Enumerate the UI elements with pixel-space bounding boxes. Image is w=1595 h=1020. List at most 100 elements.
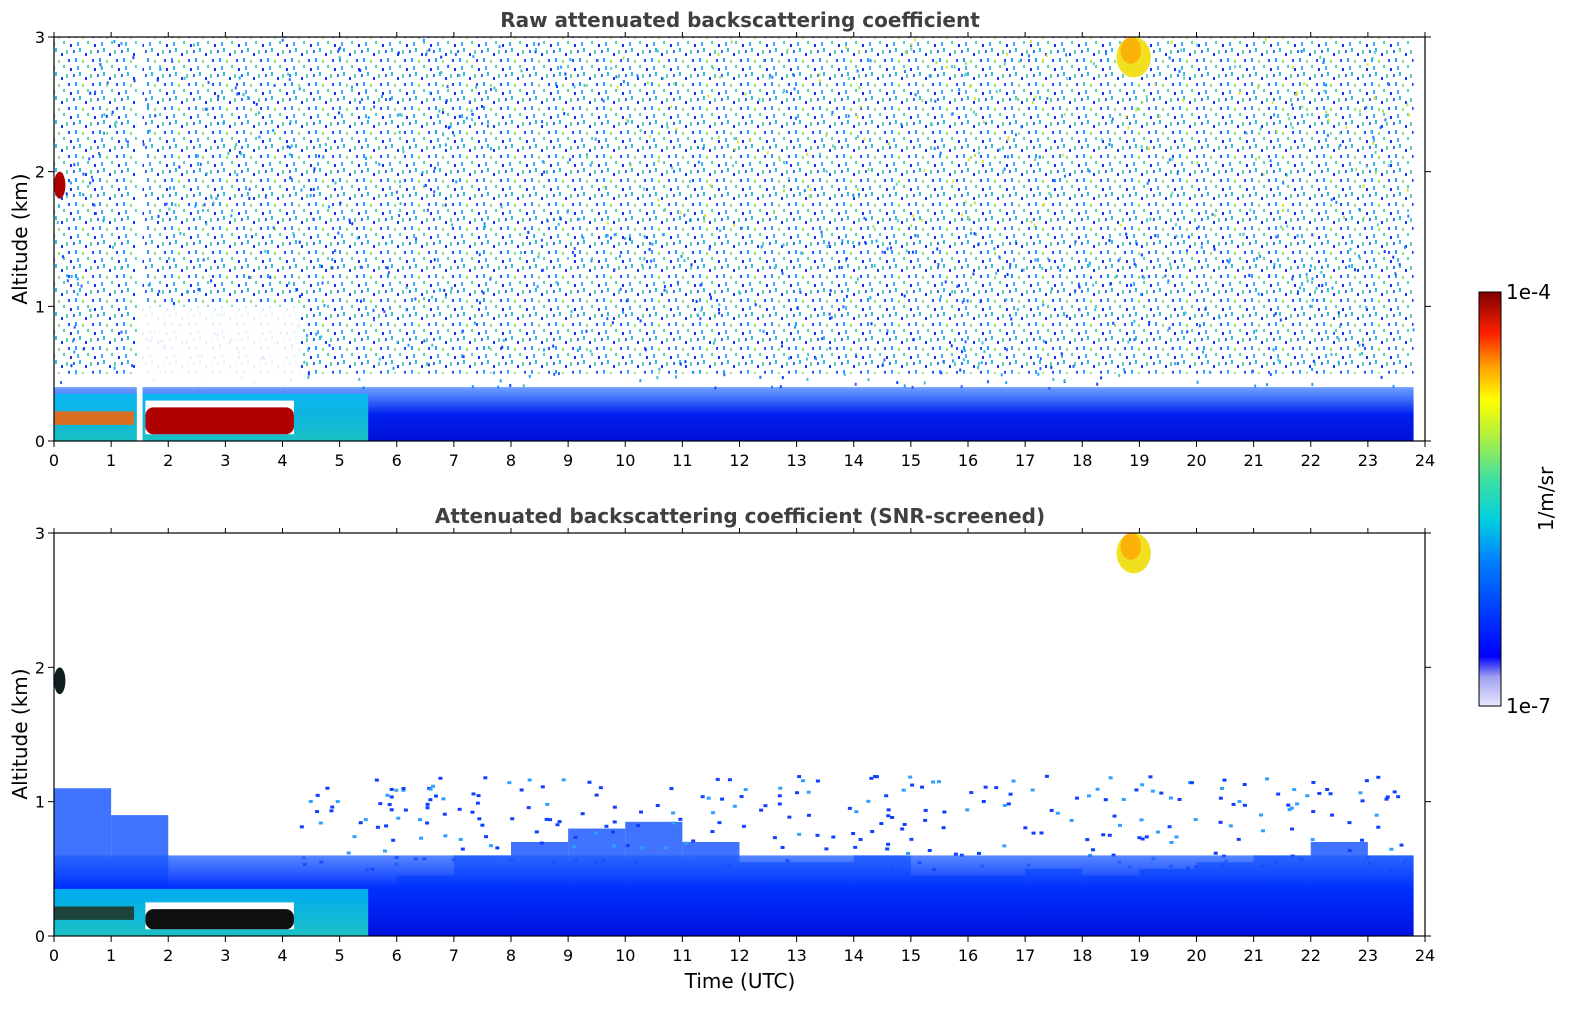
noise-speck — [869, 296, 872, 300]
x-tick-label: 24 — [1415, 451, 1435, 470]
y-tick-label: 0 — [35, 432, 45, 451]
noise-speck — [1326, 133, 1329, 137]
noise-speck — [1339, 143, 1342, 147]
noise-speck — [1337, 360, 1340, 364]
noise-speck — [238, 76, 241, 80]
noise-speck — [576, 348, 579, 352]
screened-speck — [1305, 794, 1310, 798]
colorbar-max-label: 1e-4 — [1506, 280, 1551, 304]
fog-layer — [145, 407, 294, 435]
noise-speck — [126, 140, 129, 144]
screened-speck — [428, 787, 433, 791]
noise-speck — [1196, 161, 1199, 165]
noise-speck — [1370, 129, 1373, 133]
screened-speck — [1103, 798, 1108, 802]
screened-speck — [1112, 814, 1117, 818]
noise-speck — [273, 84, 276, 88]
noise-speck — [648, 247, 651, 251]
noise-speck — [497, 385, 500, 389]
noise-speck — [856, 115, 859, 119]
noise-speck — [1088, 261, 1091, 265]
screened-speck — [1140, 837, 1145, 841]
screened-speck — [655, 804, 660, 808]
noise-speck — [1311, 367, 1314, 371]
noise-speck — [481, 104, 484, 108]
noise-speck — [606, 233, 609, 237]
noise-speck — [1169, 262, 1172, 266]
screened-speck — [739, 795, 744, 799]
noise-speck — [1063, 174, 1066, 178]
screened-speck — [801, 779, 806, 783]
noise-speck — [1020, 125, 1023, 129]
noise-speck — [730, 40, 733, 44]
noise-speck — [1140, 145, 1143, 149]
noise-speck — [821, 337, 824, 341]
noise-speck — [870, 322, 873, 326]
noise-speck — [94, 90, 97, 94]
noise-speck — [447, 126, 450, 130]
noise-speck — [475, 85, 478, 89]
noise-speck — [1363, 216, 1366, 220]
noise-speck — [699, 283, 702, 287]
noise-speck — [781, 271, 784, 275]
noise-speck — [414, 297, 417, 301]
x-tick-label: 13 — [786, 946, 806, 965]
noise-speck — [93, 203, 96, 207]
noise-speck — [831, 110, 834, 114]
screened-speck — [923, 808, 928, 812]
noise-speck — [443, 288, 446, 292]
screened-speck — [1396, 795, 1401, 799]
screened-speck — [1389, 847, 1394, 851]
screened-speck — [418, 818, 423, 822]
screened-speck — [387, 803, 392, 807]
noise-speck — [445, 99, 448, 103]
noise-speck — [1387, 82, 1390, 86]
noise-speck — [1269, 159, 1272, 163]
high-aerosol-core — [1120, 37, 1142, 64]
screened-speck — [458, 837, 463, 841]
screened-speck — [1374, 813, 1379, 817]
noise-speck — [903, 70, 906, 74]
noise-speck — [1358, 109, 1361, 113]
noise-speck — [1164, 274, 1167, 278]
noise-speck — [1111, 117, 1114, 121]
noise-speck — [339, 46, 342, 50]
screened-speck — [1088, 853, 1093, 857]
noise-speck — [1384, 118, 1387, 122]
y-axis: 0 1 2 3 — [35, 524, 1431, 946]
screened-speck — [794, 791, 799, 795]
noise-speck — [446, 85, 449, 89]
noise-speck — [961, 300, 964, 304]
screened-speck — [1237, 799, 1242, 803]
noise-speck — [94, 212, 97, 216]
x-axis: 0 1 2 3 4 5 6 7 8 9 10 11 12 13 14 15 16 17 18 19 20 21 22 23 24 — [49, 528, 1435, 965]
noise-speck — [290, 144, 293, 148]
noise-speck — [712, 66, 715, 70]
noise-speck — [1273, 113, 1276, 117]
noise-speck — [1046, 97, 1049, 101]
noise-speck — [1319, 55, 1322, 59]
noise-speck — [1039, 357, 1042, 361]
noise-speck — [650, 259, 653, 263]
noise-speck — [98, 152, 101, 156]
x-tick-label: 9 — [563, 946, 573, 965]
noise-speck — [1196, 346, 1199, 350]
colorbar-min-label: 1e-7 — [1506, 694, 1551, 718]
x-tick-label: 5 — [335, 451, 345, 470]
screened-speck — [507, 781, 512, 785]
noise-speck — [717, 53, 720, 57]
noise-speck — [966, 299, 969, 303]
noise-speck — [1294, 93, 1297, 97]
noise-speck — [59, 381, 62, 385]
noise-speck — [339, 201, 342, 205]
noise-speck — [1168, 158, 1171, 162]
x-tick-label: 11 — [672, 451, 692, 470]
fog-edge — [54, 906, 134, 920]
noise-speck — [298, 240, 301, 244]
x-axis: 0 1 2 3 4 5 6 7 8 9 10 11 12 13 14 15 16 17 18 19 20 21 22 23 24 — [49, 32, 1435, 470]
screened-speck — [869, 776, 874, 780]
noise-speck — [451, 223, 454, 227]
noise-speck — [1170, 40, 1173, 44]
noise-speck — [1373, 51, 1376, 55]
noise-speck — [758, 97, 761, 101]
